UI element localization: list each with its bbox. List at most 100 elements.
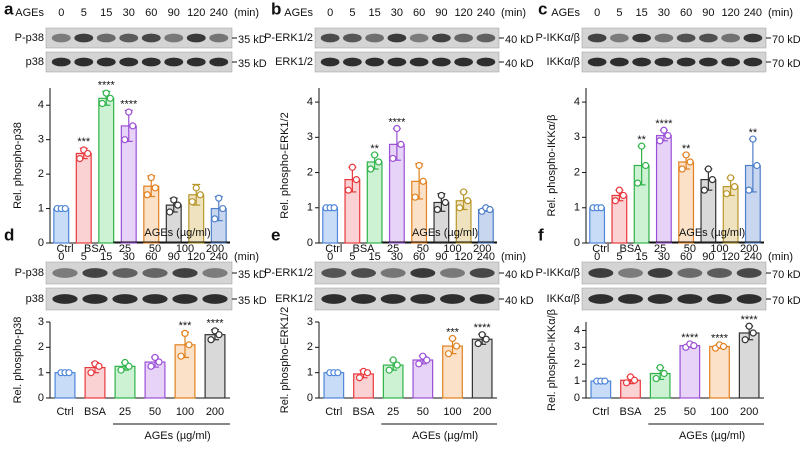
bar: [54, 372, 76, 399]
significance-label: ****: [711, 333, 729, 345]
bar: [98, 97, 115, 244]
replicate-point: [415, 360, 423, 368]
x-tick-label: 200: [206, 406, 224, 418]
y-axis-label: Rel. phospho-ERK1/2: [279, 112, 291, 218]
replicate-point: [723, 190, 731, 198]
blot-band: [736, 268, 762, 278]
lane-label: 15: [369, 7, 381, 19]
bar: [120, 125, 137, 244]
blot-band: [365, 33, 384, 43]
replicate-point: [745, 322, 753, 330]
replicate-point: [170, 196, 178, 204]
x-tick-label: 120: [187, 251, 205, 263]
blot-band: [610, 33, 629, 43]
lane-label: Ctrl: [592, 243, 609, 255]
replicate-point: [177, 352, 185, 360]
replicate-point: [147, 362, 155, 370]
blot-label: p38: [26, 293, 44, 305]
replicate-point: [690, 342, 698, 350]
y-tick-label: 4: [574, 324, 580, 336]
lane-label: 90: [702, 7, 714, 19]
replicate-point: [597, 204, 605, 212]
x-tick-label: 0: [594, 251, 600, 263]
replicate-point: [117, 366, 125, 374]
replicate-point: [448, 334, 457, 343]
size-label: 40 kD: [505, 34, 534, 46]
blot-label: IKKα/β: [547, 293, 580, 305]
x-tick-label: 25: [119, 406, 131, 418]
y-tick-label: 2: [574, 166, 580, 178]
y-tick-label: 2: [38, 341, 44, 353]
blot-band: [440, 294, 465, 304]
y-tick-label: 3: [38, 134, 44, 146]
lane-label: 240: [477, 7, 495, 19]
replicate-point: [486, 205, 494, 214]
replicate-point: [444, 350, 453, 358]
replicate-point: [660, 369, 668, 378]
replicate-point: [125, 108, 133, 116]
y-axis-label: Rel. phospho-IKKα/β: [546, 115, 558, 217]
x-tick-label: 0: [327, 251, 333, 263]
blot-band: [112, 294, 138, 304]
x-tick-label: Ctrl: [325, 406, 342, 418]
replicate-point: [419, 177, 427, 185]
lane-label: 60: [145, 7, 157, 19]
blot-label: ERK1/2: [275, 293, 313, 305]
replicate-point: [192, 184, 200, 192]
lane-label: 60: [413, 7, 425, 19]
blot-band: [632, 57, 651, 67]
x-tick-label: 30: [658, 251, 670, 263]
significance-label: ***: [179, 320, 193, 332]
lane-label: 240: [210, 7, 228, 19]
replicate-point: [102, 89, 110, 97]
significance-label: **: [370, 143, 379, 155]
replicate-point: [348, 163, 356, 171]
blot-label: p38: [26, 56, 44, 68]
blot-band: [96, 33, 116, 43]
bar: [471, 338, 493, 399]
replicate-point: [437, 191, 445, 200]
replicate-point: [84, 149, 92, 158]
y-tick-label: 1: [307, 202, 313, 214]
treatment-label: AGEs (µg/ml): [412, 227, 478, 239]
replicate-point: [334, 369, 342, 377]
lane-label: 120: [454, 7, 472, 19]
blot-band: [82, 294, 108, 304]
blot-band: [440, 268, 465, 278]
blot-band: [321, 268, 347, 278]
y-tick-label: 0: [307, 237, 313, 249]
x-tick-label: 50: [149, 406, 161, 418]
x-tick-label: 0: [58, 251, 64, 263]
replicate-point: [682, 151, 690, 159]
x-unit: (min): [234, 251, 259, 263]
replicate-point: [423, 356, 431, 364]
x-tick-label: 120: [721, 251, 739, 263]
x-tick-label: 240: [210, 251, 228, 263]
replicate-point: [622, 379, 631, 387]
replicate-point: [65, 369, 73, 377]
blot-band: [432, 33, 451, 43]
blot-band: [209, 57, 229, 67]
y-tick-label: 3: [307, 316, 313, 328]
replicate-point: [749, 135, 757, 143]
replicate-point: [397, 140, 405, 148]
replicate-point: [174, 201, 182, 209]
replicate-point: [704, 165, 712, 173]
y-tick-label: 3: [307, 131, 313, 143]
size-label: 70 kD: [772, 58, 800, 70]
replicate-point: [642, 161, 650, 170]
lane-label: 5: [81, 7, 87, 19]
x-unit: (min): [768, 251, 793, 263]
replicate-point: [106, 94, 114, 102]
blot-band: [654, 33, 674, 43]
x-tick-label: 30: [123, 251, 135, 263]
blot-band: [387, 33, 407, 43]
blot-band: [618, 268, 643, 278]
blot-band: [351, 294, 376, 304]
lane-unit: (min): [501, 7, 526, 19]
replicate-point: [363, 369, 372, 377]
treatment-label: AGEs: [284, 7, 313, 19]
replicate-point: [441, 198, 449, 207]
